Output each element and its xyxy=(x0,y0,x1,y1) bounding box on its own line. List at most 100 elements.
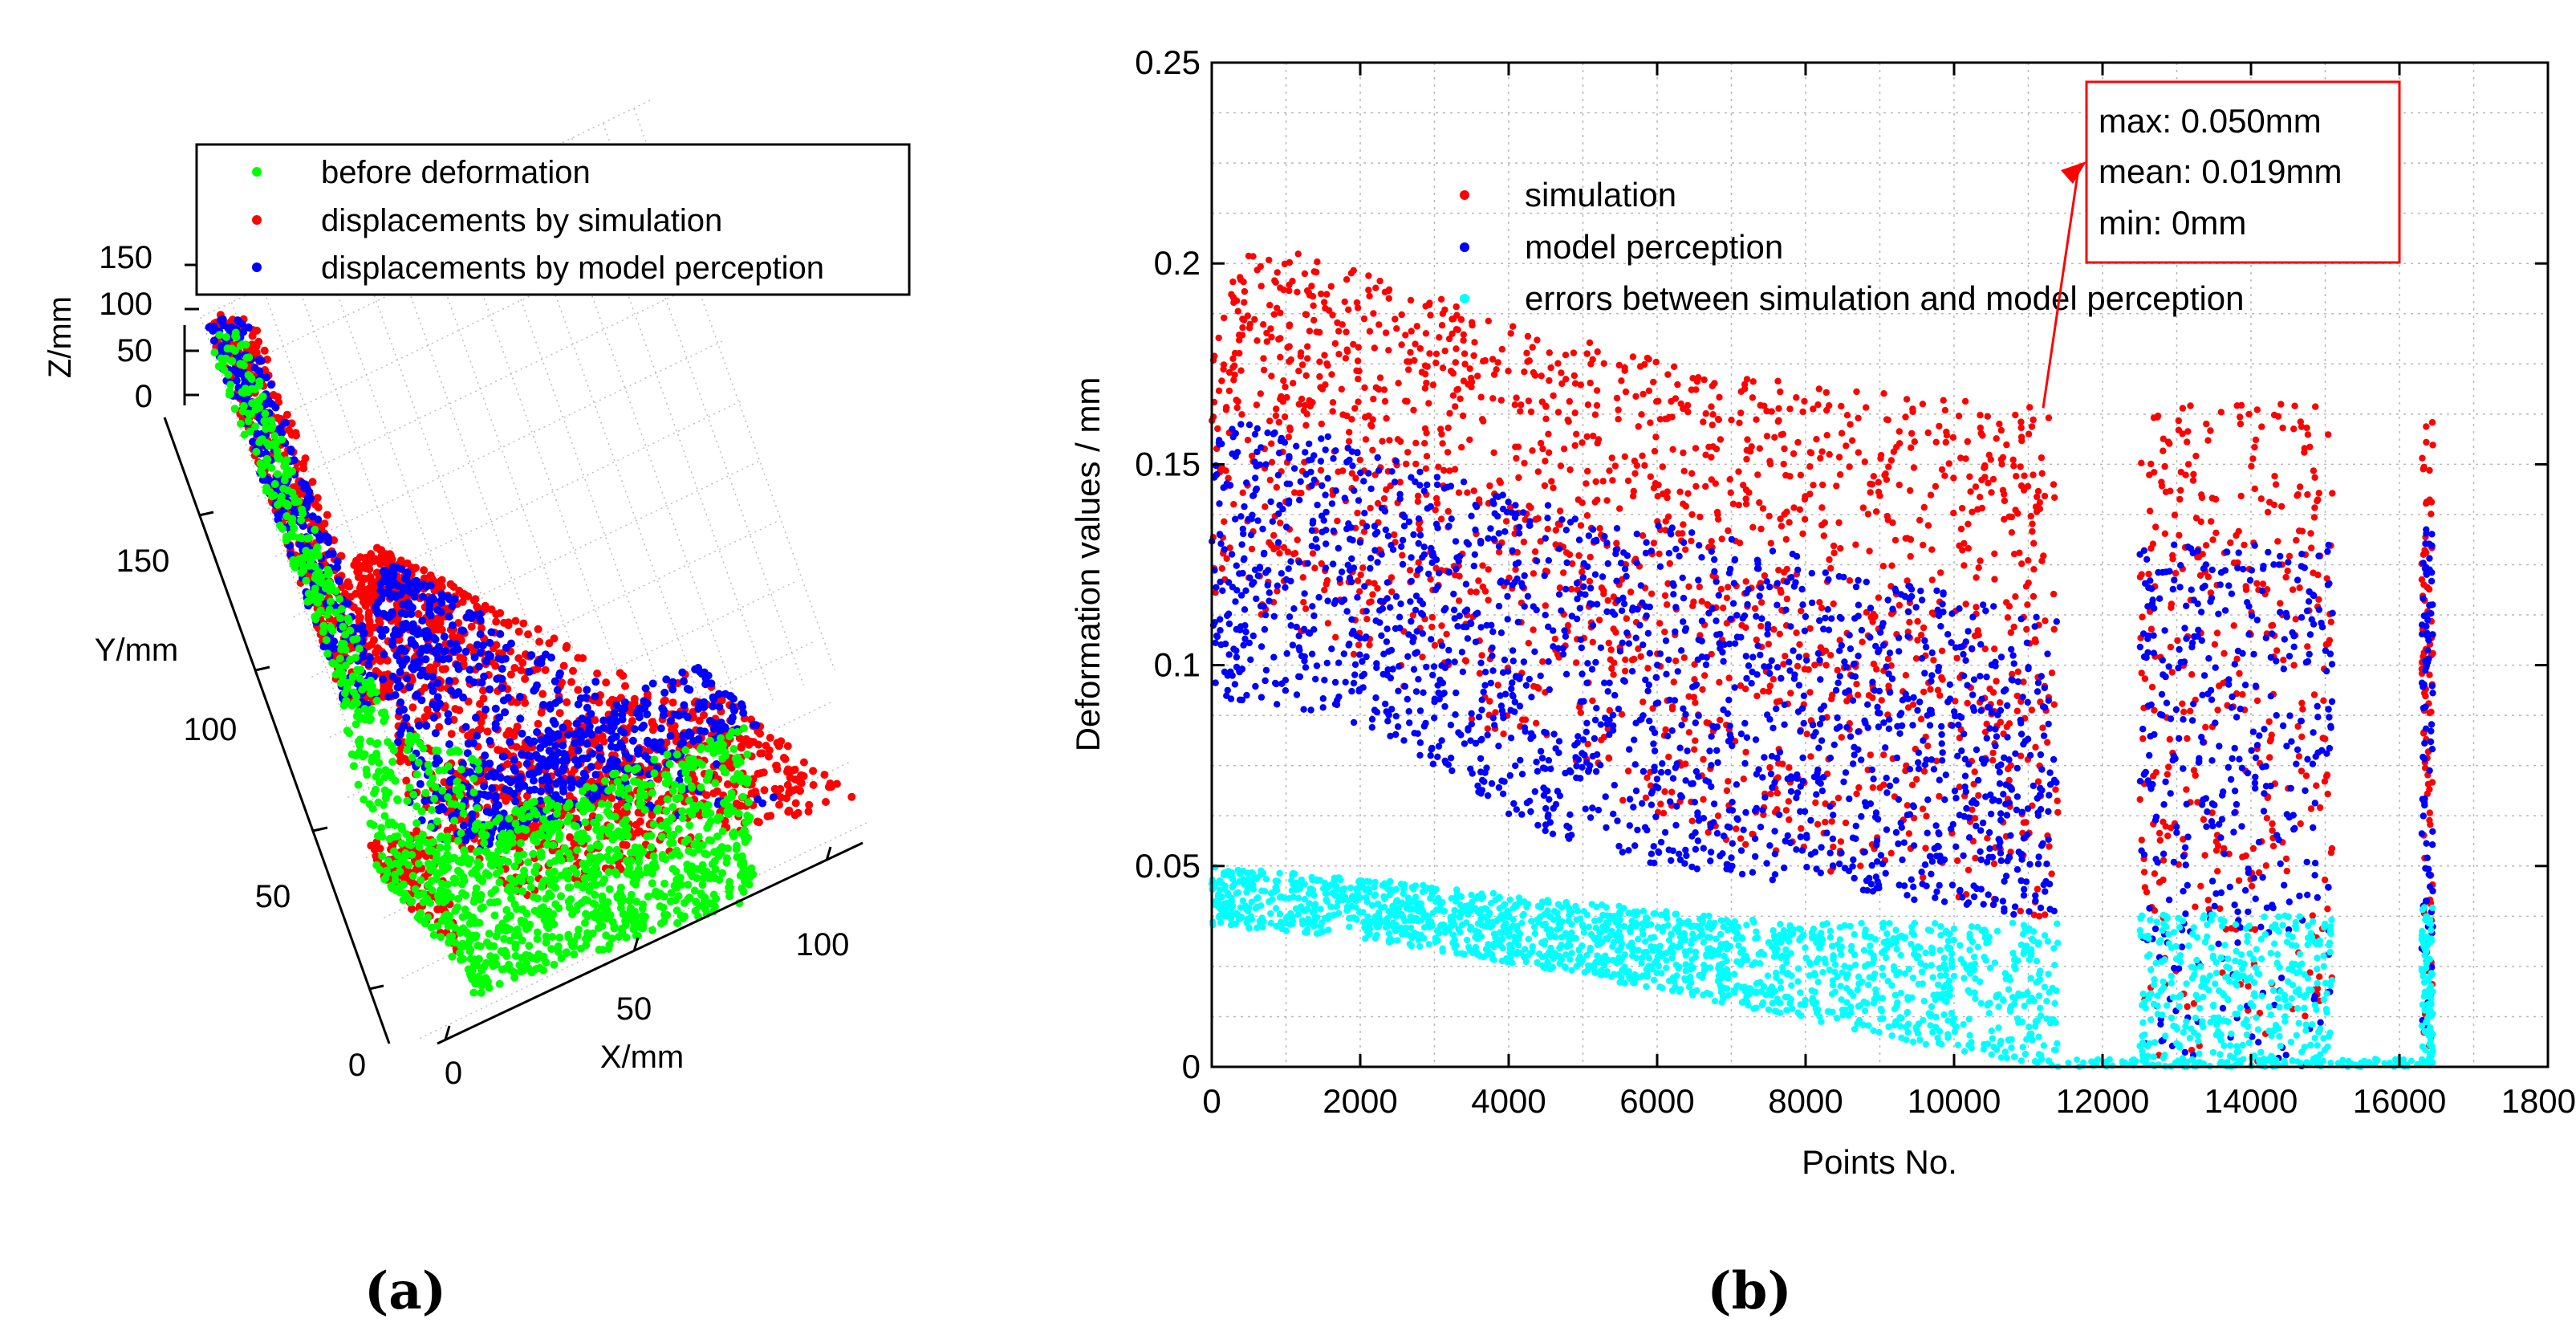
cloud-point-simulation xyxy=(751,787,760,796)
cloud-point-before xyxy=(230,347,239,355)
cloud-point-before xyxy=(252,447,261,456)
point-simulation xyxy=(1669,446,1676,453)
point-simulation xyxy=(1855,691,1862,698)
point-simulation xyxy=(1699,686,1706,694)
cloud-point-simulation xyxy=(372,568,381,577)
cloud-point-before xyxy=(616,883,625,892)
cloud-point-before xyxy=(394,860,403,869)
cloud-point-model xyxy=(640,703,649,712)
cloud-point-before xyxy=(388,884,396,893)
point-simulation xyxy=(1920,541,1927,549)
point-simulation xyxy=(1592,478,1599,486)
cloud-point-simulation xyxy=(742,735,750,743)
point-simulation xyxy=(1383,415,1390,422)
cloud-point-model xyxy=(384,574,393,583)
cloud-point-model xyxy=(250,364,259,372)
cloud-point-before xyxy=(340,689,349,698)
cloud-point-before xyxy=(579,808,587,816)
point-simulation xyxy=(1923,812,1930,820)
cloud-point-before xyxy=(433,891,442,900)
cloud-point-simulation xyxy=(320,519,329,528)
cloud-point-before xyxy=(448,952,457,961)
cloud-point-before xyxy=(649,820,658,828)
cloud-point-model xyxy=(694,735,703,743)
cloud-point-before xyxy=(732,845,741,853)
point-simulation xyxy=(1902,413,1909,421)
cloud-point-before xyxy=(298,534,307,543)
point-simulation xyxy=(1609,477,1616,484)
cloud-point-model xyxy=(714,690,723,698)
cloud-point-before xyxy=(648,788,656,797)
point-simulation xyxy=(1910,464,1918,471)
grid-line-3d xyxy=(236,220,687,438)
cloud-point-simulation xyxy=(799,758,808,767)
point-simulation xyxy=(1244,437,1252,444)
cloud-point-before xyxy=(328,658,337,667)
cloud-point-model xyxy=(591,678,600,686)
cloud-point-before xyxy=(564,930,573,939)
point-simulation xyxy=(1997,699,2004,706)
cloud-point-model xyxy=(477,678,486,687)
cloud-point-before xyxy=(557,856,566,865)
cloud-point-simulation xyxy=(822,798,830,806)
cloud-point-model xyxy=(499,696,508,705)
cloud-point-before xyxy=(427,923,436,932)
panel-b-scatter-plot: 0 2000 4000 6000 8000 10000 12000 14000 16000 180… xyxy=(1069,43,2576,1181)
cloud-point-model xyxy=(412,579,421,588)
point-simulation xyxy=(1556,584,1564,592)
cloud-point-before xyxy=(291,563,299,572)
point-simulation xyxy=(1560,569,1567,576)
cloud-point-before xyxy=(615,788,623,797)
point-simulation xyxy=(1708,538,1715,545)
cloud-point-before xyxy=(479,903,487,912)
point-simulation xyxy=(1444,424,1452,432)
cloud-point-model xyxy=(553,686,562,694)
point-simulation xyxy=(1756,499,1763,507)
point-simulation xyxy=(1386,437,1393,444)
cloud-point-before xyxy=(506,925,514,934)
cloud-point-before xyxy=(595,832,604,841)
cloud-point-model xyxy=(704,671,713,680)
cloud-point-before xyxy=(271,439,280,448)
cloud-point-before xyxy=(376,778,384,787)
cloud-point-before xyxy=(532,810,541,819)
cloud-point-before xyxy=(569,864,578,873)
cloud-point-before xyxy=(409,790,418,799)
cloud-point-before xyxy=(532,965,541,973)
point-simulation xyxy=(1583,512,1591,519)
cloud-point-before xyxy=(515,961,524,970)
point-simulation xyxy=(1950,509,1957,517)
cloud-point-model xyxy=(551,677,559,686)
cloud-point-model xyxy=(431,635,440,644)
cloud-point-before xyxy=(510,900,519,909)
cloud-point-before xyxy=(477,829,486,838)
cloud-point-model xyxy=(445,778,454,786)
cloud-point-simulation xyxy=(595,698,603,707)
cloud-point-before xyxy=(291,498,299,507)
point-simulation xyxy=(1591,411,1599,418)
cloud-point-before xyxy=(709,749,718,758)
cloud-point-before xyxy=(282,512,291,520)
cloud-point-before xyxy=(544,910,553,918)
point-simulation xyxy=(1356,456,1364,464)
cloud-point-model xyxy=(593,792,602,800)
cloud-point-simulation xyxy=(433,905,442,914)
cloud-point-model xyxy=(396,668,404,676)
point-simulation xyxy=(1991,645,1998,653)
point-simulation xyxy=(1656,550,1663,558)
cloud-point-simulation xyxy=(785,787,794,796)
cloud-point-model xyxy=(415,721,424,730)
cloud-point-before xyxy=(506,874,514,883)
cloud-point-before xyxy=(594,924,603,932)
cloud-point-model xyxy=(694,705,703,713)
cloud-point-before xyxy=(672,750,681,759)
cloud-point-before xyxy=(408,753,416,762)
cloud-point-before xyxy=(600,875,609,884)
cloud-point-before xyxy=(542,919,551,928)
cloud-point-model xyxy=(498,820,507,829)
cloud-point-before xyxy=(464,965,473,974)
cloud-point-before xyxy=(368,682,376,690)
cloud-point-before xyxy=(453,777,461,786)
cloud-point-before xyxy=(582,910,590,918)
cloud-point-before xyxy=(647,843,656,852)
